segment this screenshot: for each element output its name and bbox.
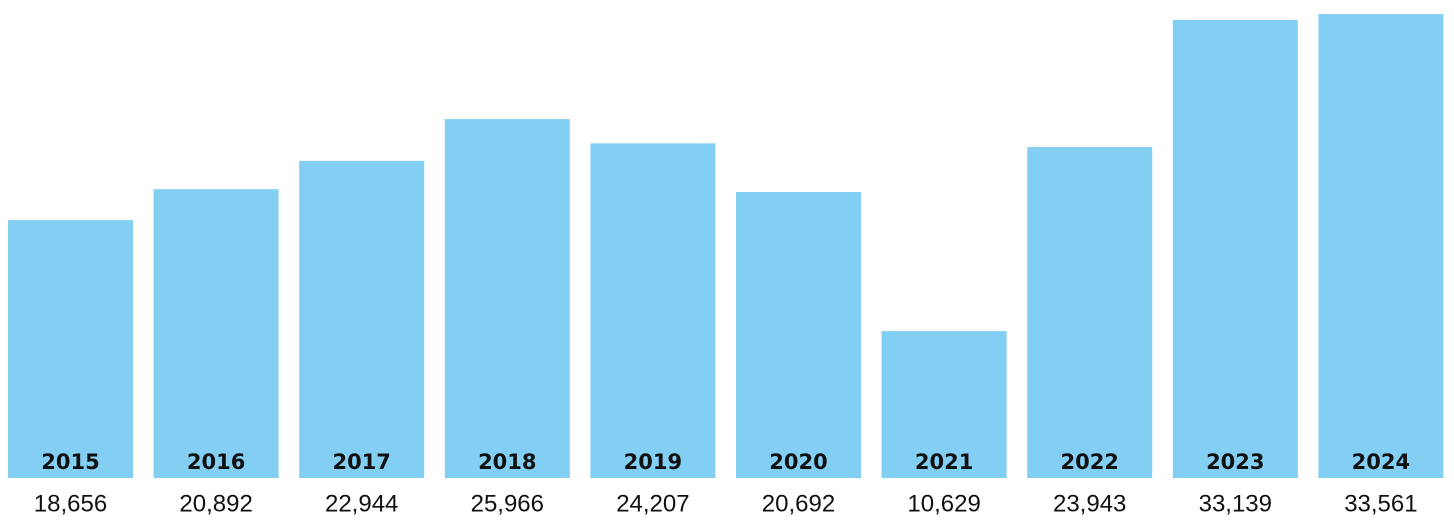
bar — [1172, 19, 1298, 478]
value-label: 20,692 — [762, 490, 835, 517]
x-tick-label: 2024 — [1352, 450, 1410, 474]
value-label: 10,629 — [907, 490, 980, 517]
bar — [8, 220, 133, 479]
bar — [1027, 147, 1153, 478]
x-tick-label: 2020 — [769, 450, 827, 474]
x-tick-label: 2015 — [41, 450, 99, 474]
value-label: 20,892 — [179, 490, 252, 517]
value-label: 25,966 — [471, 490, 544, 517]
x-tick-label: 2023 — [1206, 450, 1264, 474]
bar — [881, 331, 1007, 478]
x-tick-label: 2019 — [624, 450, 682, 474]
bar — [444, 119, 570, 479]
value-label: 23,943 — [1053, 490, 1126, 517]
x-tick-label: 2016 — [187, 450, 245, 474]
value-label: 18,656 — [34, 490, 107, 517]
bar — [299, 160, 425, 478]
x-tick-label: 2017 — [332, 450, 390, 474]
value-label: 33,139 — [1199, 490, 1272, 517]
bar — [590, 143, 716, 478]
x-tick-label: 2022 — [1060, 450, 1118, 474]
x-tick-label: 2018 — [478, 450, 536, 474]
value-label: 22,944 — [325, 490, 398, 517]
value-label: 24,207 — [616, 490, 689, 517]
value-label: 33,561 — [1344, 490, 1417, 517]
bar — [153, 189, 279, 478]
bar — [1318, 14, 1444, 478]
x-tick-label: 2021 — [915, 450, 973, 474]
bar — [736, 191, 861, 478]
